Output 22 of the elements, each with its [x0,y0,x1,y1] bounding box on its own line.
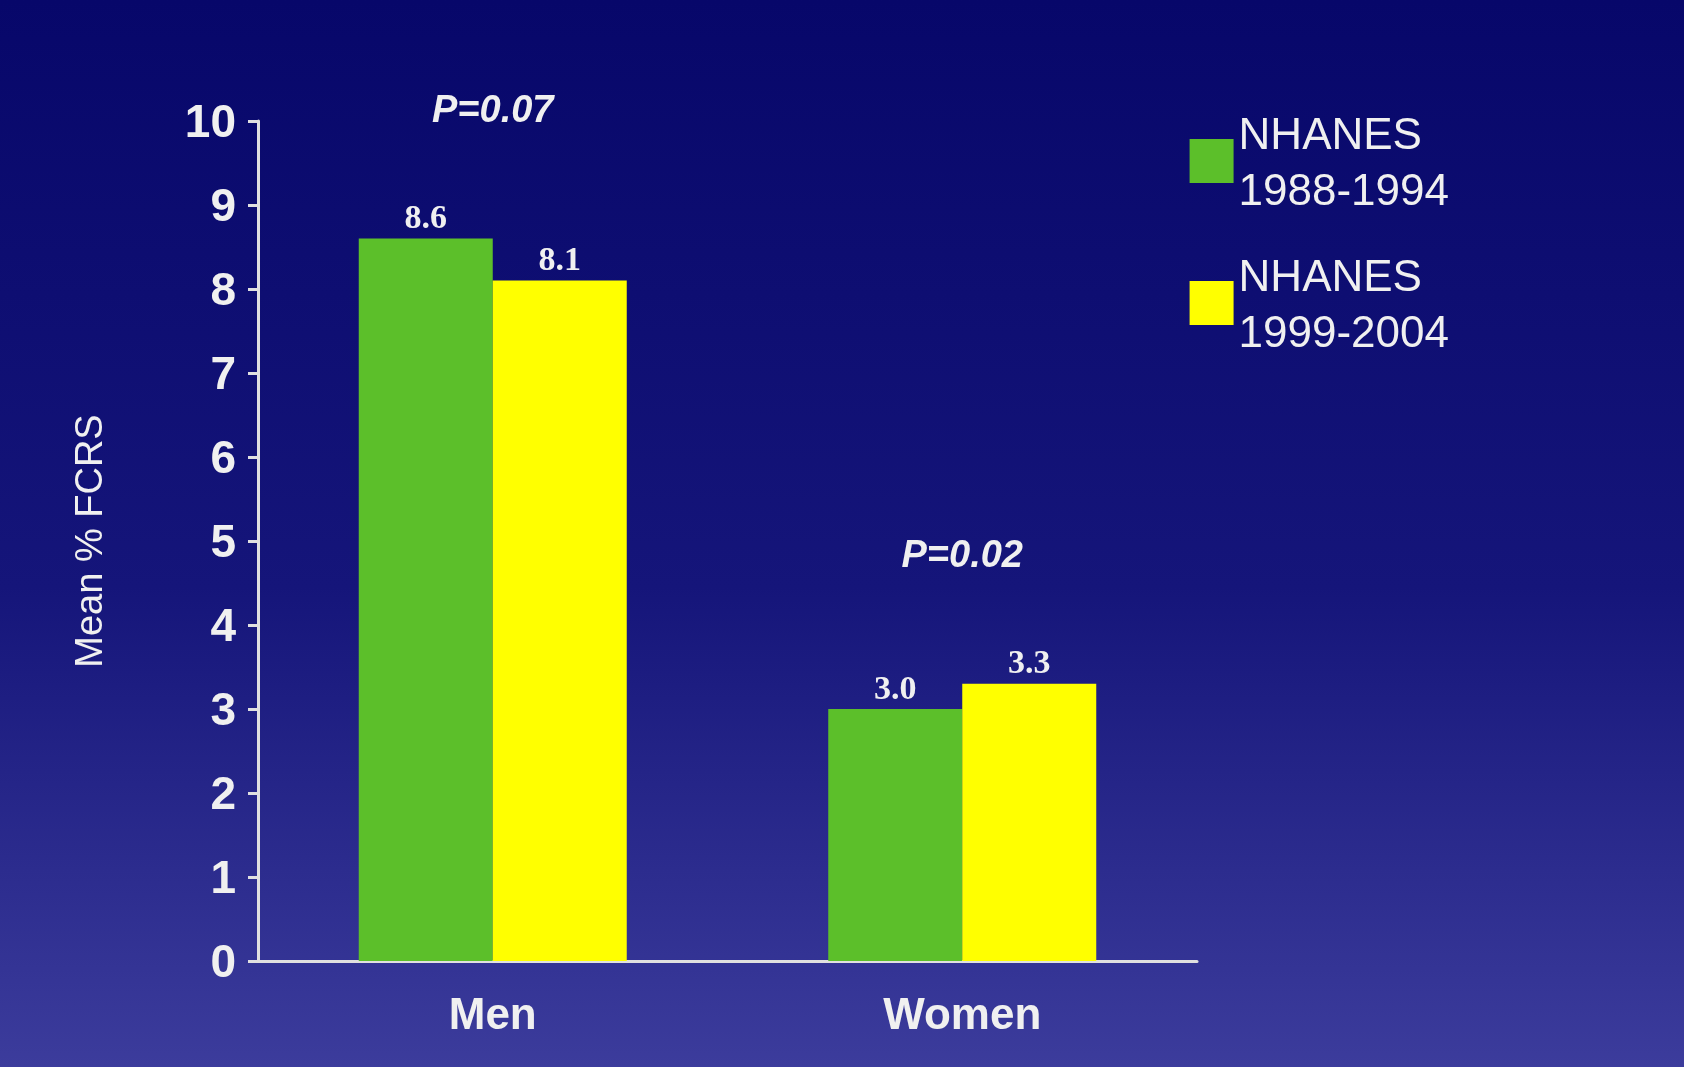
annotation: P=0.07 [432,87,556,130]
data-label: 8.6 [404,198,447,236]
data-label: 3.0 [874,668,917,706]
y-tick-label: 9 [210,179,236,231]
x-tick-label: Men [448,988,537,1038]
y-axis-title: Mean % FCRS [68,414,110,668]
y-tick-label: 2 [210,767,236,819]
y-tick-label: 6 [210,431,236,483]
y-tick-label: 4 [210,599,237,651]
legend-label: NHANES 1999-2004 [1238,250,1449,356]
data-label: 8.1 [538,240,581,278]
y-tick-label: 3 [210,683,236,735]
annotation: P=0.02 [901,532,1023,575]
y-tick-label: 7 [210,347,236,399]
y-tick-label: 0 [210,935,236,987]
y-tick-label: 1 [210,851,236,903]
legend-label: NHANES 1988-1994 [1238,108,1449,214]
x-tick-label: Women [883,988,1042,1038]
y-tick-label: 8 [210,263,236,315]
y-tick-label: 5 [210,515,236,567]
data-label: 3.3 [1008,643,1051,681]
y-tick-label: 10 [184,95,236,147]
